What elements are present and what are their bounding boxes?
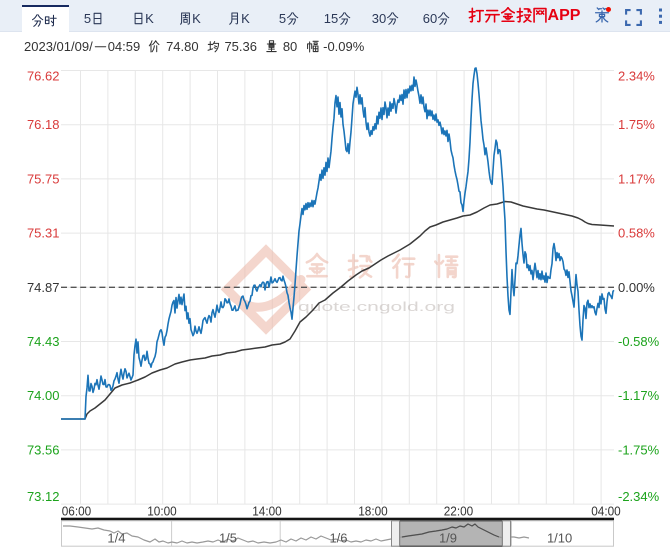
svg-text:-1.75%: -1.75% xyxy=(618,442,660,457)
svg-text:0.00%: 0.00% xyxy=(618,280,655,295)
svg-text:74.43: 74.43 xyxy=(27,334,60,349)
svg-text:1/10: 1/10 xyxy=(547,531,572,546)
svg-text:75.75: 75.75 xyxy=(27,171,60,186)
svg-text:22:00: 22:00 xyxy=(444,504,474,519)
svg-text:1/9: 1/9 xyxy=(439,531,457,546)
svg-text:73.12: 73.12 xyxy=(27,489,60,504)
svg-text:10:00: 10:00 xyxy=(147,504,177,519)
svg-text:-2.34%: -2.34% xyxy=(618,489,660,504)
svg-text:0.58%: 0.58% xyxy=(618,226,655,241)
svg-text:1/6: 1/6 xyxy=(329,531,347,546)
svg-text:1/4: 1/4 xyxy=(107,531,125,546)
svg-text:06:00: 06:00 xyxy=(62,504,92,519)
svg-text:73.56: 73.56 xyxy=(27,442,60,457)
svg-text:2.34%: 2.34% xyxy=(618,69,655,84)
svg-text:-0.58%: -0.58% xyxy=(618,334,660,349)
svg-text:1/5: 1/5 xyxy=(219,531,237,546)
svg-text:14:00: 14:00 xyxy=(252,504,282,519)
svg-text:74.00: 74.00 xyxy=(27,388,60,403)
svg-text:1.75%: 1.75% xyxy=(618,117,655,132)
svg-text:75.31: 75.31 xyxy=(27,226,60,241)
svg-text:74.87: 74.87 xyxy=(27,280,60,295)
svg-text:76.18: 76.18 xyxy=(27,117,60,132)
svg-text:-1.17%: -1.17% xyxy=(618,388,660,403)
svg-text:quote.cngold.org: quote.cngold.org xyxy=(298,299,455,314)
svg-text:1.17%: 1.17% xyxy=(618,171,655,186)
svg-text:04:00: 04:00 xyxy=(591,504,621,519)
svg-text:76.62: 76.62 xyxy=(27,69,60,84)
svg-text:18:00: 18:00 xyxy=(358,504,388,519)
